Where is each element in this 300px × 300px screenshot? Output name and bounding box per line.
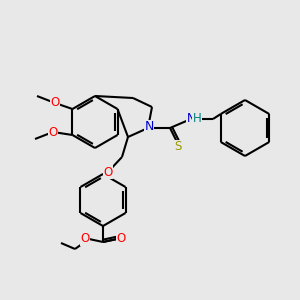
Text: N: N [187,112,195,124]
Text: O: O [103,166,112,178]
Text: H: H [193,112,201,124]
Text: N: N [144,121,154,134]
Text: S: S [174,140,182,154]
Text: O: O [80,232,90,245]
Text: O: O [116,232,126,245]
Text: O: O [48,125,58,139]
Text: O: O [50,97,60,110]
